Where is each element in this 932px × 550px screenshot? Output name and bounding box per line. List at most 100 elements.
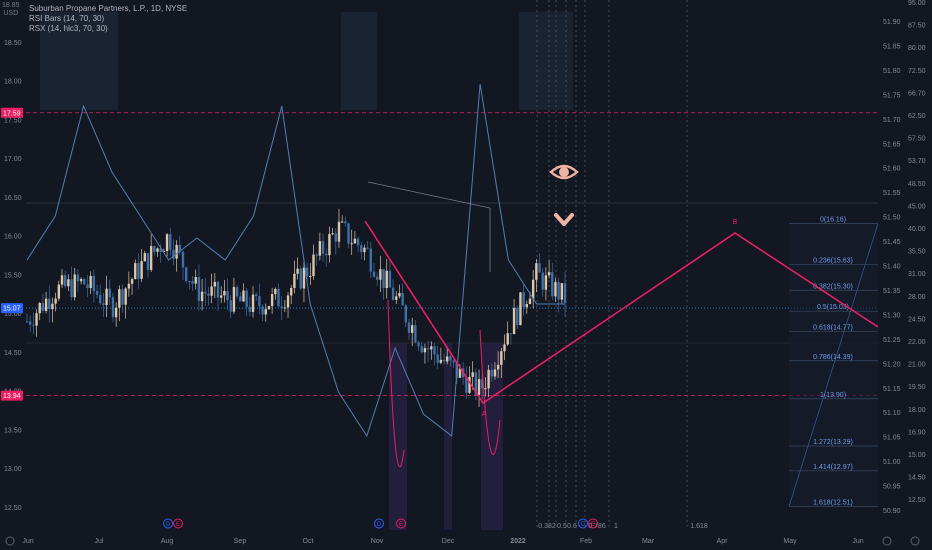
- candle-body: [442, 359, 446, 362]
- x-axis-tick: Feb: [580, 538, 592, 545]
- legend-rsi-bars[interactable]: RSI Bars (14, 70, 30): [29, 14, 105, 23]
- candle-body: [92, 275, 96, 292]
- candle-body: [60, 275, 64, 285]
- candle-body: [140, 261, 143, 279]
- candle-body: [108, 288, 111, 298]
- candle-body: [382, 269, 385, 289]
- candle-body: [439, 359, 443, 363]
- rsi-overbought-zone: [112, 12, 118, 110]
- fib-level-label: 1.618(12.51): [813, 499, 853, 506]
- candle-body: [309, 276, 312, 278]
- candle-body: [184, 267, 188, 282]
- left-axis-tick: 16.00: [4, 234, 22, 241]
- candle-body: [503, 344, 506, 352]
- right-axis-outer-tick: 16.90: [908, 429, 926, 436]
- candle-body: [337, 221, 341, 242]
- candle-body: [137, 263, 140, 279]
- right-axis-outer-tick: 62.50: [908, 113, 926, 120]
- x-axis-tick: Mar: [642, 538, 655, 545]
- candle-body: [395, 296, 398, 300]
- candle-body: [414, 325, 417, 343]
- right-axis-inner-tick: 50.90: [883, 508, 901, 515]
- right-axis-inner-tick: 51.35: [883, 288, 901, 295]
- left-axis-tick: 18.50: [4, 40, 22, 47]
- candle-body: [334, 233, 337, 242]
- left-axis-tick: 13.50: [4, 427, 22, 434]
- candle-body: [325, 253, 328, 256]
- annotation-line: [367, 181, 491, 209]
- candle-body: [76, 274, 80, 282]
- right-axis-inner-tick: 51.70: [883, 117, 901, 124]
- right-axis-inner-tick: 51.15: [883, 386, 901, 393]
- left-axis-tick: 14.50: [4, 350, 22, 357]
- right-axis-inner-tick: 51.60: [883, 166, 901, 173]
- candle-body: [344, 221, 347, 224]
- legend-rsx[interactable]: RSX (14, hlc3, 70, 30): [29, 24, 108, 33]
- right-axis-inner-tick: 51.10: [883, 410, 901, 417]
- right-axis-inner-tick: 50.95: [883, 484, 901, 491]
- candle-body: [197, 276, 201, 302]
- time-fib-label: 1.618: [690, 523, 708, 530]
- candle-body: [433, 346, 436, 355]
- candle-body: [70, 279, 73, 298]
- candle-body: [516, 308, 519, 326]
- candle-body: [369, 248, 373, 272]
- candle-body: [490, 369, 493, 377]
- left-axis-tick: 15.50: [4, 272, 22, 279]
- candle-body: [465, 377, 468, 393]
- candle-body: [32, 324, 35, 326]
- event-marker: [173, 518, 183, 529]
- candle-body: [248, 306, 252, 312]
- right-axis-inner-tick: 51.50: [883, 215, 901, 222]
- candle-body: [143, 253, 146, 262]
- candle-body: [159, 248, 162, 252]
- fib-level-label: 0.618(14.77): [813, 324, 853, 331]
- candle-body: [194, 276, 197, 284]
- time-fib-label: 1: [614, 523, 618, 530]
- candle-body: [204, 291, 207, 294]
- fib-level-label: 0.786(14.39): [813, 354, 853, 361]
- event-marker-letter: D: [166, 522, 171, 528]
- candle-body: [277, 288, 280, 307]
- right-axis-inner-tick: 51.65: [883, 141, 901, 148]
- candle-body: [181, 251, 185, 268]
- candle-body: [242, 290, 245, 302]
- candle-body: [105, 288, 108, 305]
- candle-body: [38, 303, 41, 314]
- right-axis-outer-tick: 66.70: [908, 90, 926, 97]
- event-marker-letter: D: [581, 522, 586, 528]
- candle-body: [468, 376, 471, 393]
- candle-body: [350, 243, 353, 245]
- x-axis-tick: Sep: [234, 538, 247, 545]
- right-axis-outer-tick: 24.50: [908, 316, 926, 323]
- candle-body: [299, 268, 302, 289]
- candle-body: [83, 279, 86, 285]
- right-axis-outer-tick: 95.00: [908, 0, 926, 7]
- candle-body: [251, 294, 255, 312]
- time-axis: [0, 532, 932, 550]
- candle-body: [274, 288, 277, 295]
- candle-body: [258, 296, 261, 307]
- right-axis-outer-tick: 40.00: [908, 226, 926, 233]
- candle-body: [379, 269, 382, 280]
- candle-body: [35, 313, 38, 326]
- left-axis: [0, 0, 26, 550]
- candle-body: [366, 247, 369, 249]
- chevron-down-icon[interactable]: [553, 210, 575, 230]
- pattern-leg: [482, 391, 501, 404]
- event-marker: [374, 518, 384, 529]
- right-axis-inner-tick: 51.80: [883, 68, 901, 75]
- candle-body: [156, 248, 159, 252]
- fib-level-label: 0.382(15.30): [813, 283, 853, 290]
- fib-trend-line: [788, 223, 879, 507]
- right-axis: [878, 0, 932, 550]
- rsi-oversold-zone: [444, 343, 452, 530]
- candle-body: [41, 303, 45, 312]
- legend-symbol[interactable]: Suburban Propane Partners, L.P., 1D, NYS…: [29, 4, 188, 13]
- eye-icon[interactable]: [549, 160, 579, 184]
- candle-body: [398, 292, 401, 297]
- candle-body: [54, 298, 57, 304]
- candle-body: [146, 253, 150, 270]
